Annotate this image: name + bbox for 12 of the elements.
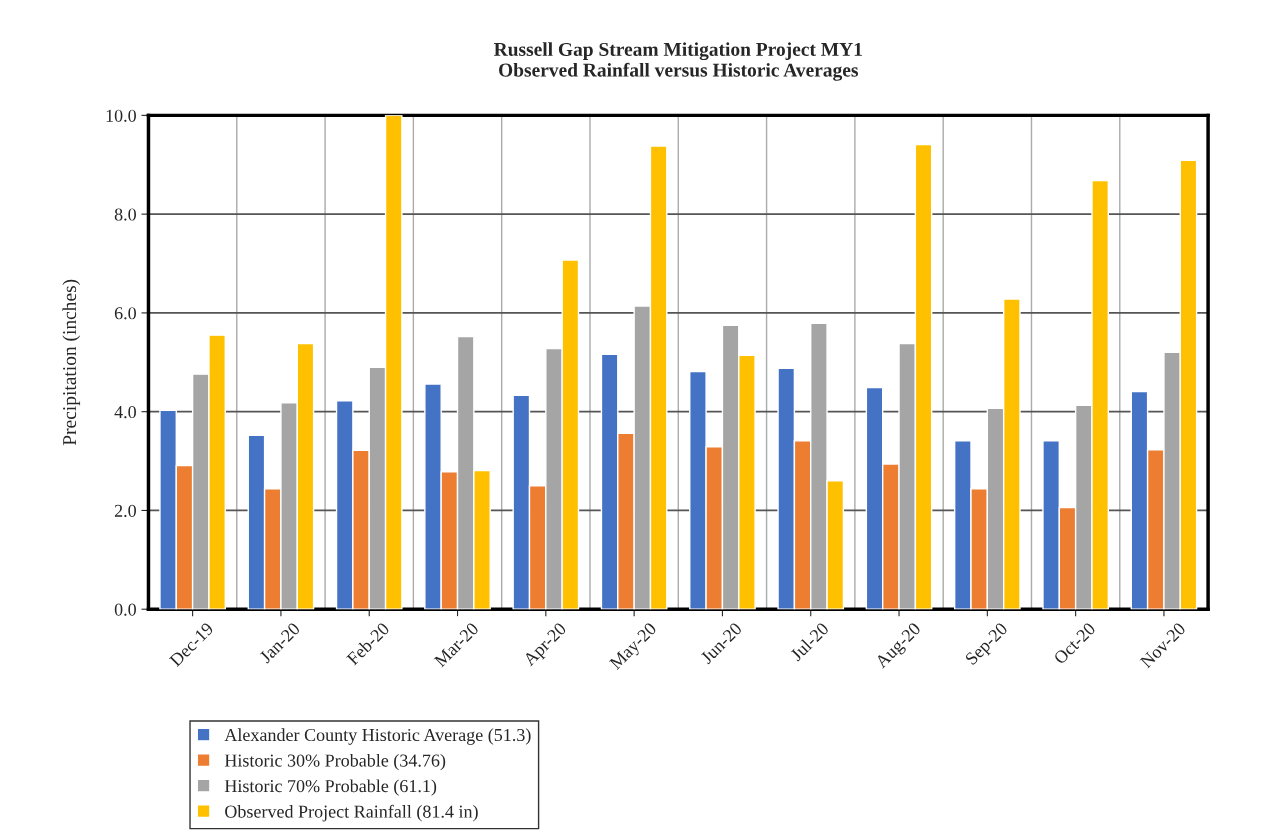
y-tick-label: 4.0: [114, 405, 136, 419]
chart-title: Russell Gap Stream Mitigation Project MY1 Observed Rainfall versus Historic Averages: [494, 42, 862, 81]
y-tick-label: 8.0: [114, 208, 136, 221]
legend-label: Observed Project Rainfall (81.4 in): [225, 804, 478, 822]
legend-label: Historic 70% Probable (61.1): [224, 779, 437, 796]
y-tick-label: 0.0: [114, 603, 136, 616]
legend-label: Alexander County Historic Average (51.3): [224, 728, 531, 745]
y-tick-label: 6.0: [114, 307, 136, 320]
y-axis-title: Precipitation (inches): [62, 279, 81, 446]
legend-label: Historic 30% Probable (34.76): [224, 753, 446, 771]
y-tick-label: 2.0: [114, 504, 136, 517]
y-tick-label: 10.0: [106, 109, 136, 122]
